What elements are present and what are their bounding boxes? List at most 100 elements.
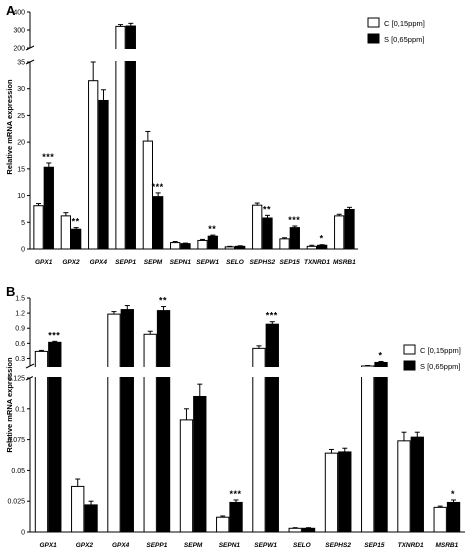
axis-break-mark [25,363,35,369]
bar-sepp1-c [143,333,157,533]
y-tick-label: 25 [17,113,25,120]
panel-label-a: A [6,3,16,18]
panel-label-b: B [6,284,15,299]
bar-sepw1-s [265,323,279,533]
y-tick-label: 20 [17,140,25,147]
y-tick-label: 0.125 [7,376,25,383]
bar-selo-c [224,246,235,250]
axis-break-gap [113,49,138,61]
y-tick-label: 0 [21,530,25,537]
y-tick-label: 400 [13,10,25,17]
bar-sepn1-s [229,501,243,533]
bar-gpx2-c [71,485,85,533]
x-category-label: TXNRD1 [304,259,330,266]
y-tick-label: 0.6 [15,341,25,348]
y-tick-label: 200 [13,46,25,53]
axis-break-gap [105,367,136,377]
y-tick-label: 10 [17,193,25,200]
bar-gpx4-s [98,99,109,250]
x-category-label: GPX2 [76,542,94,549]
axis-break-mark [25,375,35,381]
y-tick-label: 0.1 [15,406,25,413]
x-category-label: SEPN1 [219,542,241,549]
x-category-label: GPX2 [62,259,80,266]
y-tick-label: 300 [13,28,25,35]
axis-break-gap [359,367,390,377]
significance-marker: * [320,234,324,244]
significance-marker: *** [48,330,60,340]
significance-marker: *** [288,215,300,225]
x-category-label: SEPW1 [196,259,219,266]
bar-sepn1-s [180,243,191,250]
bar-selo-s [235,245,246,250]
bar-sephs2-s [262,217,273,250]
legend-swatch [403,360,416,371]
x-category-label: GPX1 [35,259,53,266]
x-category-label: SELO [226,259,244,266]
legend-label: C [0,15ppm] [384,19,425,28]
x-category-label: SEPM [144,259,163,266]
bar-sephs2-s [338,451,352,533]
bar-sepp1-s [156,310,171,533]
legend-swatch [367,17,380,28]
significance-marker: *** [230,489,242,499]
y-tick-label: 1.5 [15,296,25,303]
bar-gpx2-s [71,228,82,250]
bar-sepw1-s [207,235,218,250]
y-axis-label-a: Relative mRNA expression [5,79,14,175]
legend-swatch [367,33,380,44]
bar-gpx1-c [33,205,44,250]
bar-gpx1-c [34,350,49,533]
legend-swatch [403,344,416,355]
x-category-label: SEP15 [280,259,301,266]
y-tick-label: 15 [17,166,25,173]
significance-marker: *** [42,152,54,162]
x-category-label: SEPN1 [170,259,192,266]
x-category-label: SEPM [184,542,203,549]
significance-marker: ** [72,217,80,227]
significance-marker: *** [152,182,164,192]
significance-marker: ** [159,296,167,306]
axis-break-gap [250,367,281,377]
significance-marker: * [451,489,455,499]
legend-label: S [0,65ppm] [384,35,424,44]
x-category-label: SEPHS2 [325,542,351,549]
x-category-label: SEPP1 [146,542,167,549]
x-category-label: SEP15 [364,542,385,549]
y-tick-label: 0.075 [7,437,25,444]
bar-sepn1-c [216,516,230,533]
y-tick-label: 0.3 [15,356,25,363]
bar-gpx4-s [120,309,134,533]
legend-label: C [0,15ppm] [420,346,461,355]
bar-sepm-s [153,196,164,250]
x-category-label: SEPW1 [254,542,277,549]
bar-txnrd1-s [317,244,328,250]
bar-sephs2-c [252,204,263,250]
bar-msrb1-s [446,501,461,533]
legend-label: S [0,65ppm] [420,362,460,371]
x-category-label: SEPP1 [115,259,136,266]
bar-txnrd1-c [306,245,317,250]
bar-sepm-c [179,419,194,533]
x-category-label: GPX4 [112,542,130,549]
bar-msrb1-s [344,208,355,250]
bar-gpx2-c [60,215,71,250]
bar-txnrd1-c [397,440,411,533]
axis-break-gap [141,367,173,377]
y-tick-label: 1.2 [15,311,25,318]
y-tick-label: 0 [21,247,25,254]
x-category-label: MSRB1 [435,542,458,549]
axis-break-gap [32,367,64,377]
y-tick-label: 5 [21,220,25,227]
bar-gpx4-c [107,313,121,533]
y-axis-label-b: Relative mRNA expression [5,357,14,453]
y-tick-label: 0.05 [11,468,25,475]
x-category-label: GPX4 [90,259,108,266]
significance-marker: * [379,350,383,360]
y-tick-label: 0.9 [15,326,25,333]
x-category-label: SEPHS2 [250,259,276,266]
bar-msrb1-c [334,215,345,250]
significance-marker: ** [208,224,216,234]
